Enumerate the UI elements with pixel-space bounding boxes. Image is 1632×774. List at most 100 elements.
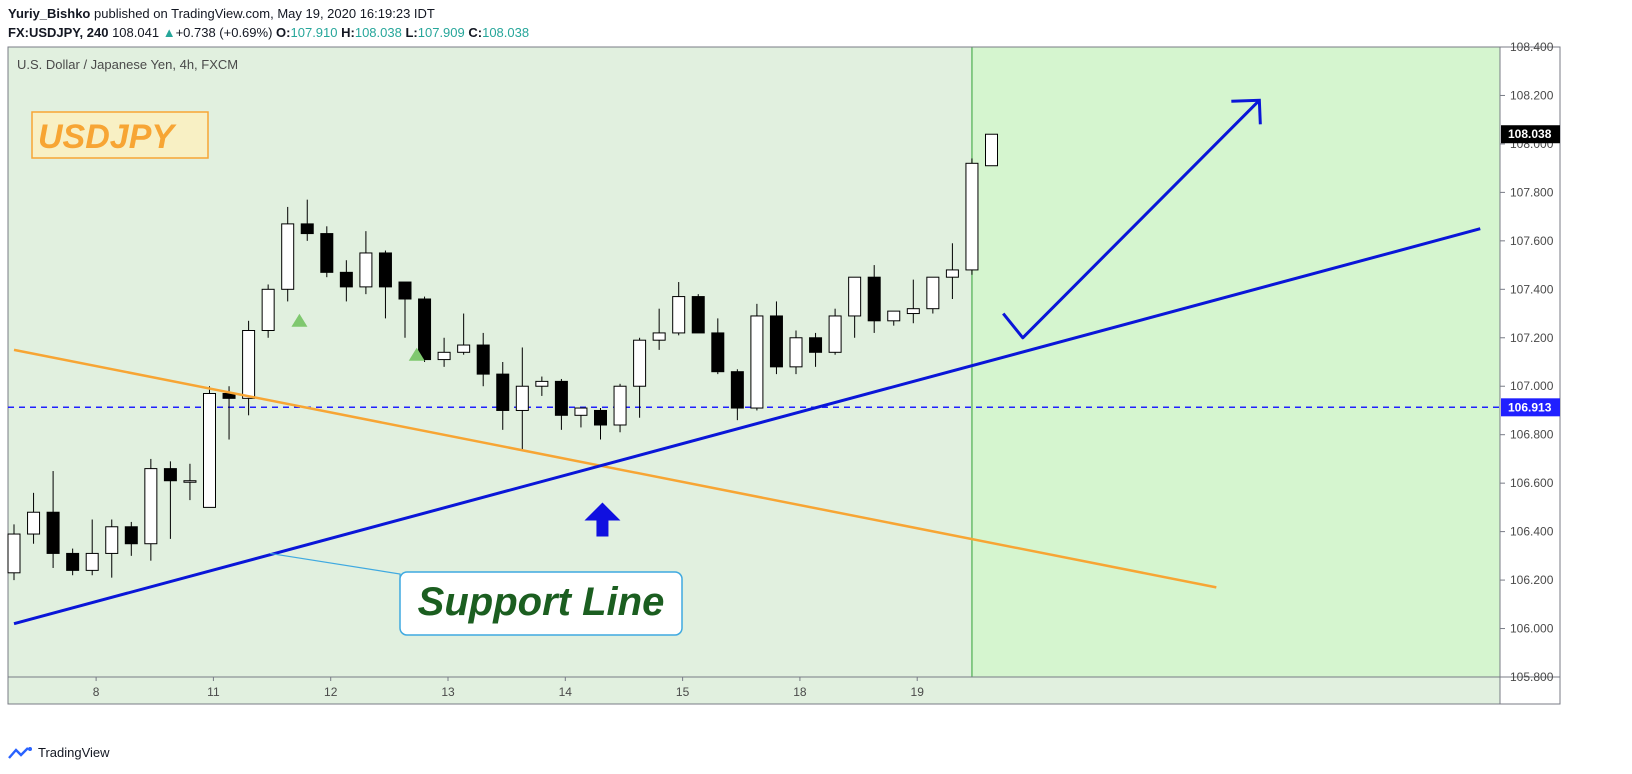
candle-body bbox=[730, 371, 744, 409]
candle bbox=[887, 310, 901, 326]
candle bbox=[359, 231, 373, 295]
candle bbox=[672, 282, 686, 336]
candle bbox=[535, 376, 549, 396]
candle-body bbox=[300, 223, 314, 235]
candle bbox=[242, 320, 256, 416]
y-tick-label: 107.200 bbox=[1510, 331, 1554, 345]
candle bbox=[300, 199, 314, 241]
candle-body bbox=[359, 252, 373, 288]
y-tick-label: 106.200 bbox=[1510, 573, 1554, 587]
candle bbox=[867, 265, 881, 333]
candle-body bbox=[906, 308, 920, 315]
candle-body bbox=[848, 276, 862, 317]
candle bbox=[27, 492, 41, 544]
candle bbox=[828, 308, 842, 355]
candle bbox=[554, 378, 568, 430]
candle bbox=[613, 383, 627, 433]
candle bbox=[457, 313, 471, 355]
candle-body bbox=[554, 380, 568, 416]
symbol-label-box bbox=[31, 111, 209, 159]
resistance-trendline bbox=[13, 348, 1217, 589]
candle-body bbox=[457, 344, 471, 353]
candle bbox=[144, 458, 158, 561]
candle-body bbox=[320, 233, 334, 273]
low-label: L: bbox=[405, 25, 418, 40]
candle-body bbox=[672, 296, 686, 334]
candle-body bbox=[769, 315, 783, 368]
candle bbox=[945, 243, 959, 299]
candle bbox=[515, 347, 529, 450]
projection-path bbox=[1002, 99, 1261, 340]
candle-body bbox=[945, 269, 959, 278]
x-tick-label: 18 bbox=[793, 685, 807, 699]
candle bbox=[85, 519, 99, 576]
candle bbox=[46, 471, 60, 568]
candle-body bbox=[105, 526, 119, 554]
projection-arrowhead-icon bbox=[1231, 98, 1262, 125]
time-axis-background bbox=[8, 677, 1500, 704]
candle-body bbox=[7, 533, 21, 574]
high-label: H: bbox=[341, 25, 355, 40]
symbol-info: FX:USDJPY, 240 108.041 ▲+0.738 (+0.69%) … bbox=[8, 25, 529, 40]
signal-triangle-icon bbox=[408, 347, 425, 361]
candle bbox=[124, 521, 138, 556]
change-up-icon: ▲ bbox=[162, 25, 176, 40]
candle bbox=[418, 296, 432, 362]
candle bbox=[398, 281, 412, 338]
candle-body bbox=[144, 468, 158, 545]
horizontal-level-label: 106.913 bbox=[1508, 400, 1552, 414]
horizontal-level-badge bbox=[1501, 398, 1560, 417]
callout-text: Support Line bbox=[418, 580, 665, 624]
candle bbox=[105, 519, 119, 578]
candle-body bbox=[66, 552, 80, 571]
candle bbox=[476, 332, 490, 387]
candle-body bbox=[633, 339, 647, 387]
x-tick-label: 13 bbox=[441, 685, 455, 699]
candle-body bbox=[887, 310, 901, 322]
candle-body bbox=[515, 385, 529, 411]
y-tick-label: 106.800 bbox=[1510, 428, 1554, 442]
candle-body bbox=[711, 332, 725, 373]
candle bbox=[691, 294, 705, 334]
candle-body bbox=[750, 315, 764, 409]
candle-body bbox=[867, 276, 881, 322]
last-price-label: 108.038 bbox=[1508, 127, 1552, 141]
y-tick-label: 108.400 bbox=[1510, 40, 1554, 54]
candle bbox=[203, 386, 216, 508]
author-name[interactable]: Yuriy_Bishko bbox=[8, 6, 91, 21]
y-tick-label: 106.400 bbox=[1510, 525, 1554, 539]
x-tick-label: 12 bbox=[324, 685, 338, 699]
candle bbox=[594, 408, 607, 440]
candle-body bbox=[339, 271, 353, 288]
candle bbox=[66, 548, 80, 576]
candle-body bbox=[926, 276, 940, 310]
candle-body bbox=[652, 332, 666, 341]
candle bbox=[730, 369, 744, 421]
candle-body bbox=[535, 380, 549, 387]
open-value: 107.910 bbox=[290, 25, 338, 40]
brand-label: TradingView bbox=[38, 745, 110, 760]
candle-body bbox=[183, 480, 197, 483]
up-arrow-icon bbox=[584, 502, 621, 537]
candle-body bbox=[809, 337, 823, 353]
candle-body bbox=[163, 468, 177, 482]
symbol-label: FX:USDJPY, 240 bbox=[8, 25, 109, 40]
candle bbox=[320, 226, 334, 278]
candle-body bbox=[437, 351, 451, 361]
y-tick-label: 108.200 bbox=[1510, 88, 1554, 102]
tradingview-footer[interactable]: TradingView bbox=[8, 745, 110, 760]
y-tick-label: 106.600 bbox=[1510, 476, 1554, 490]
callout-box bbox=[399, 571, 683, 636]
candle-body bbox=[574, 407, 588, 416]
candle-body bbox=[242, 330, 256, 399]
candle bbox=[652, 308, 666, 350]
y-tick-label: 105.800 bbox=[1510, 670, 1554, 684]
candle bbox=[789, 330, 803, 375]
x-tick-label: 11 bbox=[207, 685, 220, 699]
published-text: published on TradingView.com, May 19, 20… bbox=[94, 6, 435, 21]
candle bbox=[183, 463, 197, 501]
candle bbox=[965, 158, 979, 275]
candles bbox=[7, 133, 998, 581]
candle bbox=[437, 337, 451, 367]
